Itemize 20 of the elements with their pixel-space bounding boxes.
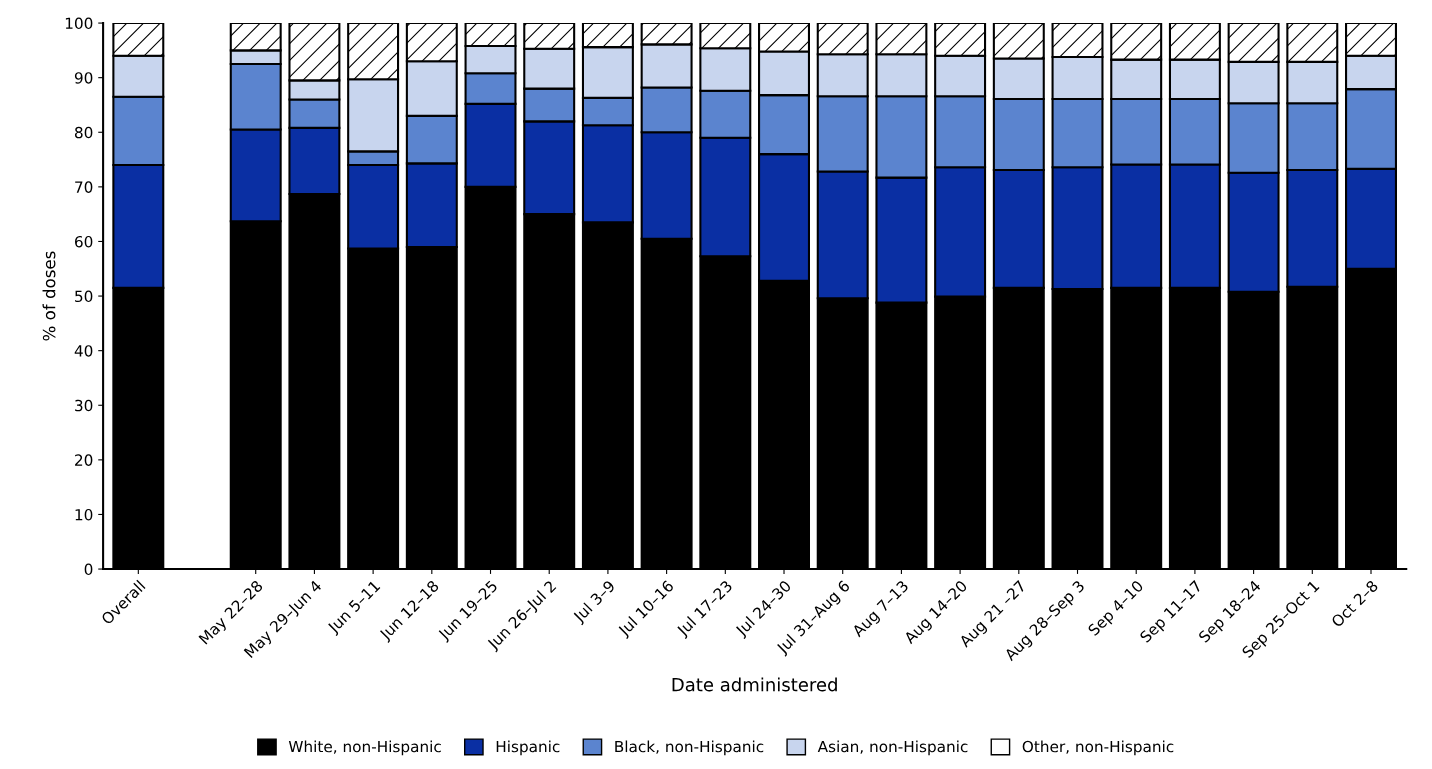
y-tick-label: 100 (65, 17, 93, 30)
legend-label: White, non-Hispanic (288, 740, 441, 756)
y-axis-title: % of doses (42, 251, 56, 341)
y-tick-label: 20 (75, 454, 93, 466)
y-tick-label: 30 (75, 399, 93, 412)
x-tick-label: Jul 3–9 (571, 579, 618, 626)
x-axis-title: Date administered (672, 677, 837, 692)
y-tick-label: 10 (75, 508, 93, 521)
y-tick-label: 60 (75, 235, 93, 248)
y-tick-label: 80 (74, 126, 93, 139)
y-tick-label: 40 (74, 345, 93, 357)
y-tick-label: 70 (75, 181, 93, 193)
legend-label: Other, non-Hispanic (1022, 740, 1174, 756)
x-tick-label: Oct 2–8 (1330, 579, 1379, 628)
y-tick-label: 50 (75, 290, 93, 303)
legend-label: Hispanic (496, 740, 560, 756)
legend-label: Asian, non-Hispanic (817, 740, 968, 756)
y-tick-label: 0 (84, 563, 93, 576)
y-tick-label: 90 (74, 72, 93, 84)
legend-label: Black, non-Hispanic (615, 740, 764, 756)
